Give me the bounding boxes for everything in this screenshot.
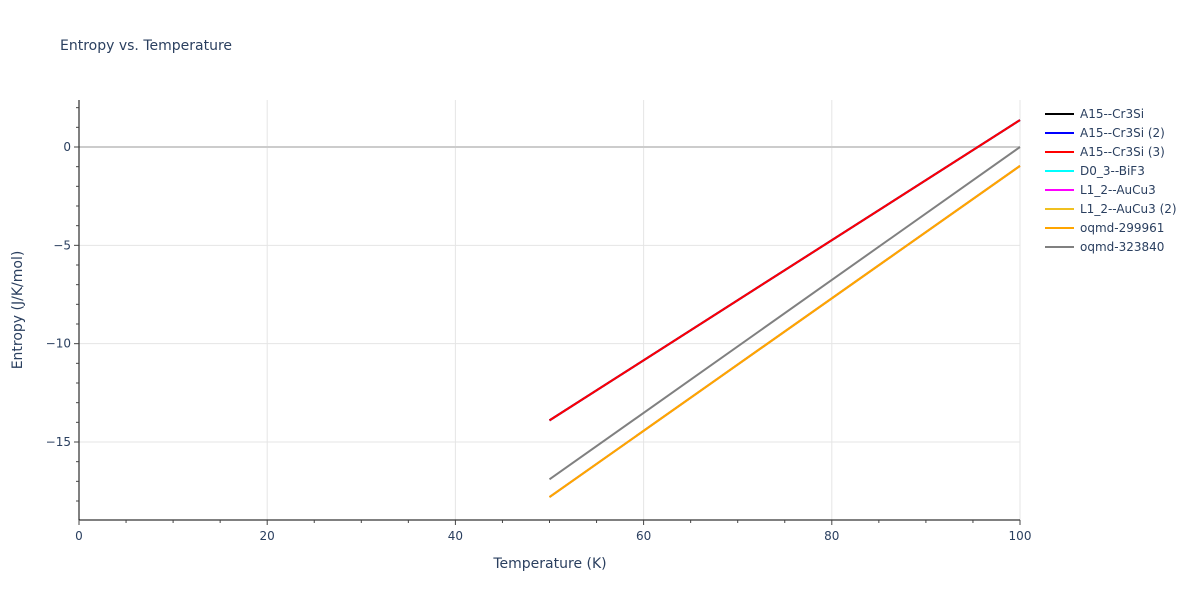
chart-title: Entropy vs. Temperature bbox=[60, 38, 232, 54]
x-tick-label: 40 bbox=[448, 529, 463, 543]
legend-label: L1_2--AuCu3 bbox=[1080, 183, 1156, 197]
x-tick-label: 60 bbox=[636, 529, 651, 543]
series-line bbox=[548, 146, 1021, 481]
y-axis: 0 −5 −10 −15 bbox=[46, 100, 80, 520]
x-tick-label: 100 bbox=[1009, 529, 1032, 543]
legend-item[interactable]: A15--Cr3Si (2) bbox=[1045, 126, 1165, 140]
legend-item[interactable]: A15--Cr3Si (3) bbox=[1045, 145, 1165, 159]
legend-label: oqmd-323840 bbox=[1080, 240, 1164, 254]
legend-label: oqmd-299961 bbox=[1080, 221, 1164, 235]
legend-label: A15--Cr3Si (3) bbox=[1080, 145, 1165, 159]
x-gridlines bbox=[266, 100, 1021, 520]
legend: A15--Cr3Si A15--Cr3Si (2) A15--Cr3Si (3) D0… bbox=[1045, 107, 1177, 254]
y-tick-label: −5 bbox=[53, 238, 71, 252]
y-tick-label: −15 bbox=[46, 435, 71, 449]
x-tick-label: 80 bbox=[824, 529, 839, 543]
x-tick-label: 20 bbox=[260, 529, 275, 543]
x-axis-title: Temperature (K) bbox=[492, 556, 606, 572]
y-axis-title: Entropy (J/K/mol) bbox=[10, 251, 26, 370]
series-lines bbox=[548, 119, 1021, 498]
y-gridlines bbox=[79, 244, 1020, 443]
legend-label: L1_2--AuCu3 (2) bbox=[1080, 202, 1177, 216]
legend-item[interactable]: A15--Cr3Si bbox=[1045, 107, 1144, 121]
legend-label: A15--Cr3Si (2) bbox=[1080, 126, 1165, 140]
series-line bbox=[548, 165, 1021, 498]
legend-item[interactable]: L1_2--AuCu3 bbox=[1045, 183, 1156, 197]
plot-area[interactable] bbox=[79, 100, 1021, 520]
y-tick-label: 0 bbox=[63, 140, 71, 154]
legend-item[interactable]: L1_2--AuCu3 (2) bbox=[1045, 202, 1177, 216]
x-tick-label: 0 bbox=[75, 529, 83, 543]
series-line bbox=[548, 119, 1021, 422]
y-tick-label: −10 bbox=[46, 337, 71, 351]
x-axis: 0 20 40 60 80 100 bbox=[75, 519, 1032, 543]
legend-label: D0_3--BiF3 bbox=[1080, 164, 1145, 178]
legend-label: A15--Cr3Si bbox=[1080, 107, 1144, 121]
legend-item[interactable]: D0_3--BiF3 bbox=[1045, 164, 1145, 178]
legend-item[interactable]: oqmd-323840 bbox=[1045, 240, 1164, 254]
legend-item[interactable]: oqmd-299961 bbox=[1045, 221, 1164, 235]
